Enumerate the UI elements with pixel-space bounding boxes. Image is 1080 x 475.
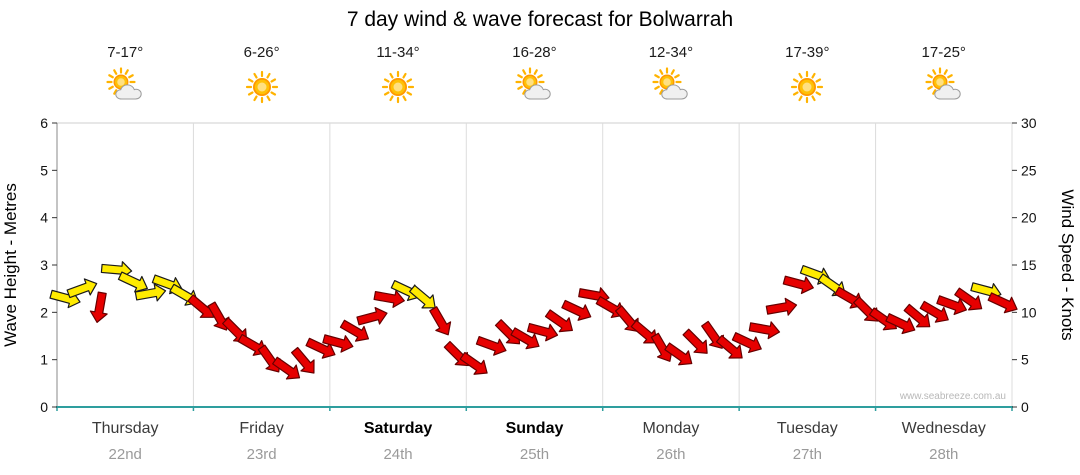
day-icon-cell [739, 66, 875, 108]
day-date: 26th [656, 446, 686, 463]
day-temp: 17-39° [785, 44, 830, 61]
day-names-row: Thursday Friday Saturday Sunday Monday Tuesda… [57, 420, 1012, 438]
right-tick-label: 25 [1021, 162, 1037, 178]
wind-arrow [339, 319, 370, 342]
wind-arrow [429, 306, 452, 336]
wind-arrow [782, 275, 814, 295]
wind-arrow [526, 322, 559, 342]
wind-arrow [544, 309, 573, 333]
day-icon-cell [603, 66, 739, 108]
wind-arrow [66, 278, 98, 299]
wind-arrow [630, 319, 658, 344]
wind-arrow [561, 299, 592, 321]
right-axis-title: Wind Speed - Knots [1058, 189, 1077, 340]
wind-arrows [49, 261, 1018, 380]
sun-cloud-icon [515, 67, 552, 100]
left-tick-label: 2 [40, 304, 48, 320]
day-date: 22nd [108, 446, 142, 463]
left-tick-label: 4 [40, 210, 48, 226]
wind-arrow [373, 290, 405, 308]
wind-arrow [117, 271, 148, 293]
day-name: Monday [642, 420, 700, 437]
right-tick-label: 30 [1021, 115, 1037, 131]
wind-arrow [765, 297, 798, 316]
watermark: www.seabreeze.com.au [899, 391, 1006, 402]
sun-icon [791, 70, 824, 104]
wind-arrow [885, 313, 916, 335]
day-date: 27th [792, 446, 822, 463]
day-icon-cell [57, 66, 193, 108]
wind-arrow [443, 340, 469, 367]
wind-arrow [510, 327, 540, 350]
day-date: 23rd [246, 446, 277, 463]
gridlines [56, 122, 1013, 411]
temps-row: 7-17° 6-26° 11-34° 16-28° 12-34° 17-39° 17-25° [57, 44, 1012, 61]
wind-arrow [715, 335, 743, 359]
day-name: Saturday [363, 420, 433, 437]
day-temp: 11-34° [376, 44, 420, 61]
right-tick-label: 20 [1021, 210, 1037, 226]
wind-arrow [987, 292, 1018, 314]
day-date: 28th [929, 446, 959, 463]
wind-arrow [459, 351, 488, 375]
right-tick-label: 15 [1021, 257, 1037, 273]
wind-arrow [134, 283, 167, 302]
day-name: Sunday [505, 420, 564, 437]
day-name: Tuesday [776, 420, 838, 437]
day-temp: 17-25° [921, 44, 966, 61]
day-temp: 6-26° [243, 44, 280, 61]
left-tick-label: 0 [40, 399, 48, 415]
left-tick-label: 5 [40, 162, 48, 178]
weather-icons-row [57, 66, 1012, 108]
sun-icon [245, 70, 278, 104]
wind-arrow [936, 295, 968, 316]
day-name: Friday [239, 420, 284, 437]
wind-arrow [272, 356, 301, 380]
right-tick-label: 5 [1021, 352, 1029, 368]
day-temp: 12-34° [648, 44, 694, 61]
left-tick-label: 1 [40, 352, 48, 368]
wind-arrow [919, 300, 949, 323]
sun-cloud-icon [652, 67, 688, 100]
left-axis-title: Wave Height - Metres [1, 183, 20, 347]
day-date: 24th [383, 446, 413, 463]
sun-icon [381, 70, 415, 104]
wind-arrow [89, 291, 108, 323]
wind-arrow [475, 335, 507, 356]
day-name: Thursday [91, 420, 159, 437]
wind-arrow [748, 321, 781, 340]
day-dates-row: 22nd 23rd 24th 25th 26th 27th 28th [57, 446, 1012, 463]
right-tick-label: 10 [1021, 304, 1037, 320]
sun-cloud-icon [925, 67, 961, 100]
wind-arrow [356, 306, 388, 326]
wind-arrow [682, 328, 708, 354]
wind-arrow [305, 337, 336, 359]
day-icon-cell [193, 66, 329, 108]
wind-arrow [903, 303, 931, 328]
day-icon-cell [466, 66, 602, 108]
day-name: Wednesday [901, 420, 986, 437]
day-temp: 16-28° [512, 44, 557, 61]
wind-arrow [408, 284, 436, 309]
wind-arrow [731, 332, 762, 354]
wind-arrow [664, 342, 693, 366]
wind-arrow [290, 346, 315, 374]
page-title: 7 day wind & wave forecast for Bolwarrah [346, 8, 734, 31]
day-date: 25th [519, 446, 550, 463]
right-tick-label: 0 [1021, 399, 1029, 415]
left-tick-label: 6 [40, 115, 48, 131]
day-icon-cell [330, 66, 466, 108]
wind-arrow [322, 334, 354, 353]
wind-arrow [954, 287, 983, 311]
sun-cloud-icon [106, 67, 142, 100]
left-tick-label: 3 [40, 257, 48, 273]
day-icon-cell [876, 66, 1012, 108]
day-temp: 7-17° [107, 44, 144, 61]
axes: 0 1 2 3 4 5 6 0 5 10 15 20 25 30 [40, 115, 1037, 415]
